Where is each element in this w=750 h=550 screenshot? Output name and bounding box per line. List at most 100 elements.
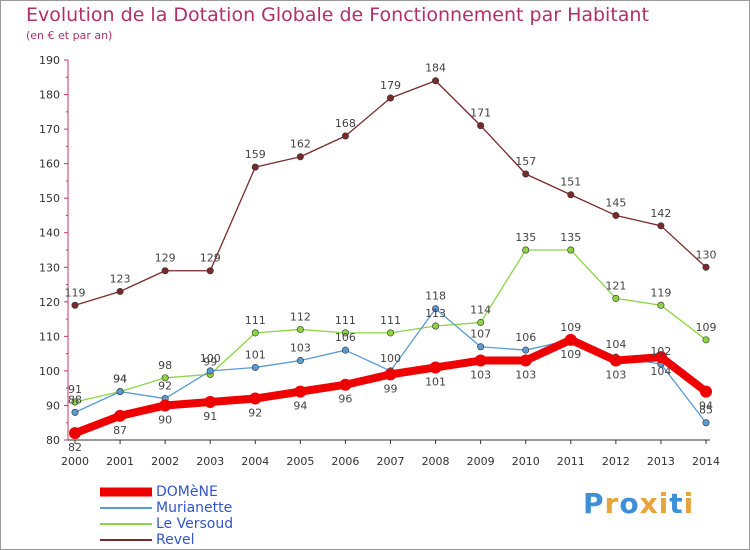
x-tick-label: 2003 xyxy=(196,455,224,468)
data-label: 142 xyxy=(650,207,671,220)
data-label: 157 xyxy=(515,155,536,168)
data-label: 130 xyxy=(696,248,717,261)
data-label: 92 xyxy=(248,407,262,420)
chart-title: Evolution de la Dotation Globale de Fonc… xyxy=(26,4,649,26)
data-label: 104 xyxy=(605,338,626,351)
legend-swatch xyxy=(100,507,152,509)
y-tick-label: 90 xyxy=(46,399,60,412)
data-point xyxy=(702,263,710,271)
data-point xyxy=(339,378,352,391)
data-label: 111 xyxy=(335,314,356,327)
x-tick-label: 2002 xyxy=(151,455,179,468)
data-point xyxy=(654,351,667,364)
data-point xyxy=(386,329,394,337)
data-label: 94 xyxy=(699,400,713,413)
x-tick-label: 2007 xyxy=(377,455,405,468)
data-point xyxy=(519,354,532,367)
data-label: 129 xyxy=(155,252,176,265)
data-point xyxy=(612,211,620,219)
data-point xyxy=(161,267,169,275)
data-label: 100 xyxy=(380,352,401,365)
data-label: 114 xyxy=(470,304,491,317)
y-tick-label: 100 xyxy=(39,365,60,378)
data-label: 101 xyxy=(425,375,446,388)
data-point xyxy=(522,346,530,354)
data-label: 94 xyxy=(113,373,127,386)
data-label: 129 xyxy=(200,252,221,265)
y-tick-label: 120 xyxy=(39,296,60,309)
series-line-3 xyxy=(74,80,707,306)
data-label: 106 xyxy=(515,331,536,344)
y-tick-label: 150 xyxy=(39,192,60,205)
y-tick-label: 130 xyxy=(39,261,60,274)
data-point xyxy=(251,163,259,171)
data-point xyxy=(249,392,262,405)
data-point xyxy=(204,396,217,408)
data-label: 113 xyxy=(425,307,446,320)
line-chart: 80 90 100 110 120 130 140 150 160 170 180 190 2000 20… xyxy=(39,54,720,468)
data-label: 91 xyxy=(68,383,82,396)
x-tick-label: 2009 xyxy=(467,455,495,468)
data-label: 118 xyxy=(425,290,446,303)
data-point xyxy=(114,409,127,422)
y-tick-label: 110 xyxy=(39,330,60,343)
data-point xyxy=(567,191,575,199)
data-label: 109 xyxy=(560,321,581,334)
data-point xyxy=(702,419,710,427)
data-label: 98 xyxy=(158,359,172,372)
data-label: 119 xyxy=(650,286,671,299)
data-point xyxy=(159,399,172,412)
data-point xyxy=(161,374,169,382)
x-tick-label: 2013 xyxy=(647,455,675,468)
data-label: 111 xyxy=(380,314,401,327)
data-label: 94 xyxy=(293,400,307,413)
data-point xyxy=(341,132,349,140)
data-point xyxy=(474,354,487,367)
data-label: 109 xyxy=(696,321,717,334)
y-tick-label: 80 xyxy=(46,434,60,447)
data-label: 87 xyxy=(113,424,127,437)
data-label: 99 xyxy=(384,382,398,395)
proxiti-logo: Proxiti xyxy=(583,487,695,520)
data-label: 85 xyxy=(699,404,713,417)
y-tick-label: 190 xyxy=(39,54,60,67)
data-point xyxy=(251,329,259,337)
data-point xyxy=(700,385,712,398)
y-tick-label: 140 xyxy=(39,227,60,240)
data-label: 112 xyxy=(290,310,311,323)
chart-subtitle: (en € et par an) xyxy=(26,29,113,42)
data-label: 91 xyxy=(203,410,217,423)
x-tick-label: 2010 xyxy=(512,455,540,468)
data-point xyxy=(564,333,577,346)
data-label: 94 xyxy=(113,373,127,386)
data-label: 119 xyxy=(65,286,86,299)
data-point xyxy=(429,361,442,374)
data-label: 135 xyxy=(560,231,581,244)
data-point xyxy=(71,398,79,406)
data-point xyxy=(294,385,307,398)
data-label: 184 xyxy=(425,62,446,75)
data-label: 96 xyxy=(338,393,352,406)
data-point xyxy=(251,363,259,371)
data-label: 171 xyxy=(470,107,491,120)
data-point xyxy=(296,357,304,365)
data-label: 100 xyxy=(200,352,221,365)
data-label: 82 xyxy=(68,441,82,454)
data-label: 103 xyxy=(515,369,536,382)
data-point xyxy=(432,77,440,85)
data-point xyxy=(386,94,394,102)
data-label: 168 xyxy=(335,117,356,130)
data-point xyxy=(116,388,124,396)
data-point xyxy=(384,368,397,381)
data-labels: 119 123 129 129 159 162 168 179 184 171 157 151 145 1… xyxy=(65,62,717,454)
data-point xyxy=(522,246,530,254)
data-point xyxy=(432,305,440,313)
data-label: 102 xyxy=(650,345,671,358)
x-tick-label: 2011 xyxy=(557,455,585,468)
data-point xyxy=(341,329,349,337)
data-label: 135 xyxy=(515,231,536,244)
x-tick-label: 2004 xyxy=(241,455,269,468)
data-point xyxy=(69,427,81,440)
data-label: 90 xyxy=(158,413,172,426)
